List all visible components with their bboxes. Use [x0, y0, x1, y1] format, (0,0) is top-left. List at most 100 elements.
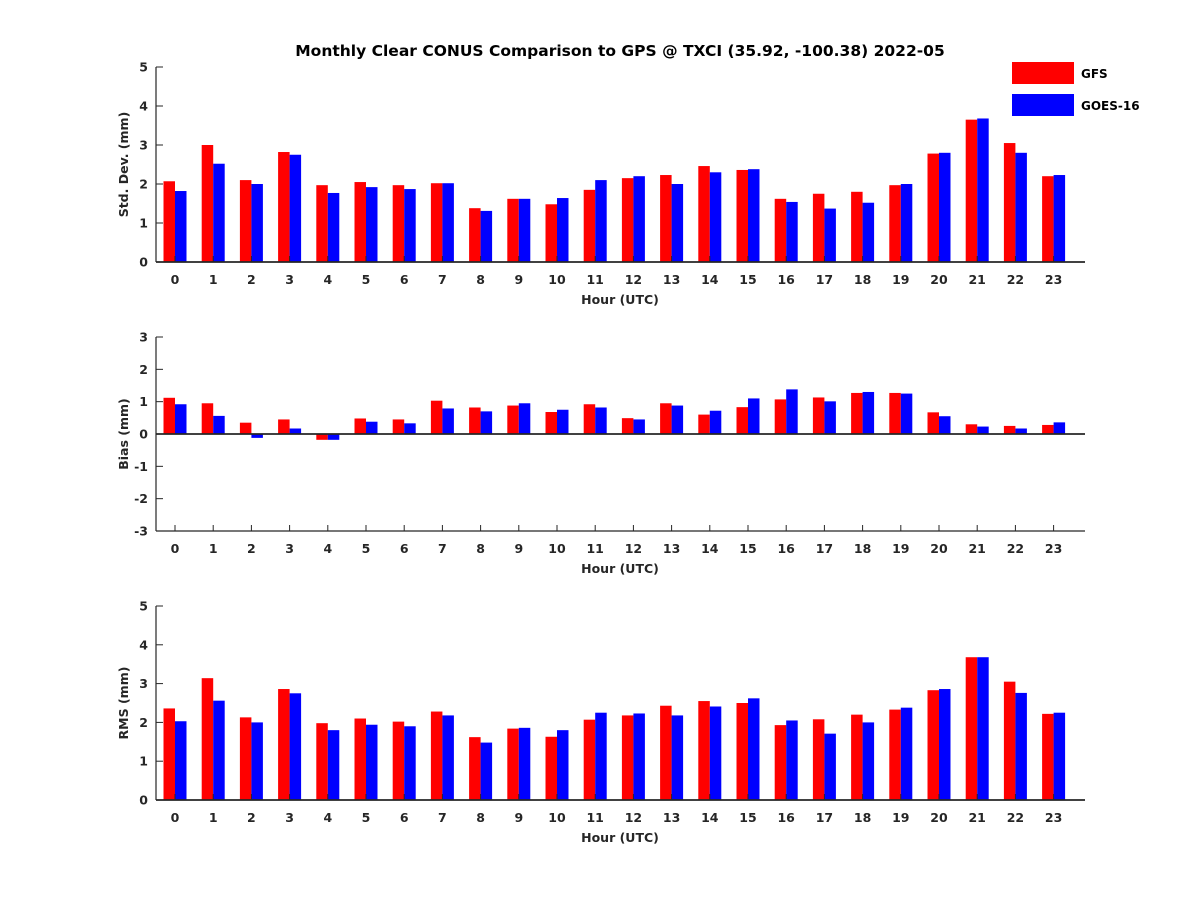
bar-goes16-hour-7: [442, 183, 454, 262]
bar-goes16-hour-13: [671, 715, 684, 800]
x-tick-label: 7: [438, 541, 447, 556]
bar-gfs-hour-20: [927, 690, 939, 800]
x-tick-label: 22: [1007, 810, 1024, 825]
bar-goes16-hour-1: [213, 163, 225, 262]
bar-goes16-hour-18: [862, 391, 875, 434]
bar-goes16-hour-16: [786, 720, 798, 800]
bar-gfs-hour-8: [469, 407, 481, 434]
bar-goes16-hour-16: [786, 389, 798, 434]
y-tick-label: 3: [139, 138, 148, 153]
legend-label-gfs: GFS: [1081, 67, 1108, 81]
bar-gfs-hour-7: [430, 400, 443, 434]
x-tick-label: 13: [663, 810, 680, 825]
bar-gfs-hour-7: [430, 183, 443, 262]
legend-label-goes16: GOES-16: [1081, 99, 1140, 113]
y-tick-label: 0: [139, 793, 148, 808]
x-tick-label: 12: [625, 810, 642, 825]
x-tick-label: 1: [209, 541, 218, 556]
bar-gfs-hour-21: [965, 657, 978, 800]
bar-gfs-hour-12: [621, 418, 634, 434]
legend-swatch-goes16: [1012, 94, 1074, 116]
y-tick-label: 2: [139, 362, 148, 377]
bar-goes16-hour-10: [557, 409, 569, 434]
bar-goes16-hour-9: [518, 198, 531, 262]
x-tick-label: 5: [362, 810, 371, 825]
bar-goes16-hour-23: [1053, 712, 1066, 800]
x-tick-label: 3: [285, 810, 294, 825]
x-tick-label: 10: [548, 541, 566, 556]
bar-goes16-hour-6: [404, 423, 416, 434]
x-tick-label: 3: [285, 541, 294, 556]
bar-goes16-hour-4: [327, 730, 340, 800]
bar-gfs-hour-0: [163, 708, 175, 800]
bar-goes16-hour-11: [595, 407, 607, 434]
bar-goes16-hour-15: [748, 698, 760, 800]
bar-gfs-hour-1: [201, 403, 214, 434]
bar-goes16-hour-20: [939, 689, 951, 800]
x-tick-label: 12: [625, 272, 642, 287]
y-tick-label: 4: [139, 637, 148, 652]
x-tick-label: 4: [323, 272, 332, 287]
x-tick-label: 4: [323, 541, 332, 556]
y-tick-label: 3: [139, 330, 148, 345]
x-axis-label: Hour (UTC): [581, 292, 659, 307]
x-tick-label: 11: [586, 810, 603, 825]
x-tick-label: 5: [362, 272, 371, 287]
bar-goes16-hour-21: [977, 426, 989, 434]
x-tick-label: 13: [663, 541, 680, 556]
y-axis-label: Std. Dev. (mm): [116, 112, 131, 218]
y-tick-label: 2: [139, 177, 148, 192]
bar-gfs-hour-23: [1042, 176, 1054, 262]
bar-goes16-hour-22: [1015, 428, 1027, 434]
bar-gfs-hour-20: [927, 412, 939, 434]
legend-swatch-gfs: [1012, 62, 1074, 84]
y-tick-label: 0: [139, 427, 148, 442]
bar-goes16-hour-1: [213, 415, 225, 434]
bar-goes16-hour-23: [1053, 422, 1066, 434]
bar-goes16-hour-18: [862, 722, 875, 800]
bar-goes16-hour-8: [480, 210, 493, 262]
bar-gfs-hour-17: [812, 193, 825, 262]
bar-goes16-hour-3: [289, 154, 302, 262]
bar-goes16-hour-15: [748, 398, 760, 434]
bar-gfs-hour-18: [851, 191, 863, 262]
x-tick-label: 20: [930, 272, 948, 287]
bar-gfs-hour-6: [392, 419, 405, 434]
y-axis-label: Bias (mm): [116, 398, 131, 470]
bar-gfs-hour-19: [889, 185, 901, 262]
bar-gfs-hour-22: [1003, 681, 1016, 800]
bar-gfs-hour-14: [698, 414, 710, 434]
x-axis-label: Hour (UTC): [581, 561, 659, 576]
x-tick-label: 19: [892, 272, 909, 287]
bar-gfs-hour-3: [278, 152, 290, 262]
bar-goes16-hour-10: [557, 198, 569, 262]
bar-gfs-hour-11: [583, 719, 596, 800]
x-tick-label: 9: [514, 810, 523, 825]
bar-gfs-hour-23: [1042, 713, 1054, 800]
bar-gfs-hour-15: [736, 169, 748, 262]
bar-goes16-hour-5: [366, 724, 378, 800]
bar-goes16-hour-2: [251, 184, 263, 262]
bar-gfs-hour-2: [239, 717, 252, 800]
y-tick-label: 1: [139, 216, 148, 231]
bar-goes16-hour-14: [709, 410, 722, 434]
bar-goes16-hour-13: [671, 405, 684, 434]
bar-goes16-hour-14: [709, 172, 722, 262]
bar-gfs-hour-12: [621, 715, 634, 800]
bar-goes16-hour-1: [213, 700, 225, 800]
bar-gfs-hour-23: [1042, 424, 1054, 434]
x-tick-label: 9: [514, 272, 523, 287]
bar-goes16-hour-12: [633, 419, 645, 434]
x-tick-label: 10: [548, 272, 566, 287]
bar-gfs-hour-7: [430, 711, 443, 800]
x-tick-label: 3: [285, 272, 294, 287]
bar-gfs-hour-11: [583, 189, 596, 262]
bar-goes16-hour-5: [366, 421, 378, 434]
x-tick-label: 7: [438, 810, 447, 825]
bar-gfs-hour-5: [354, 418, 366, 434]
bar-gfs-hour-11: [583, 404, 596, 434]
